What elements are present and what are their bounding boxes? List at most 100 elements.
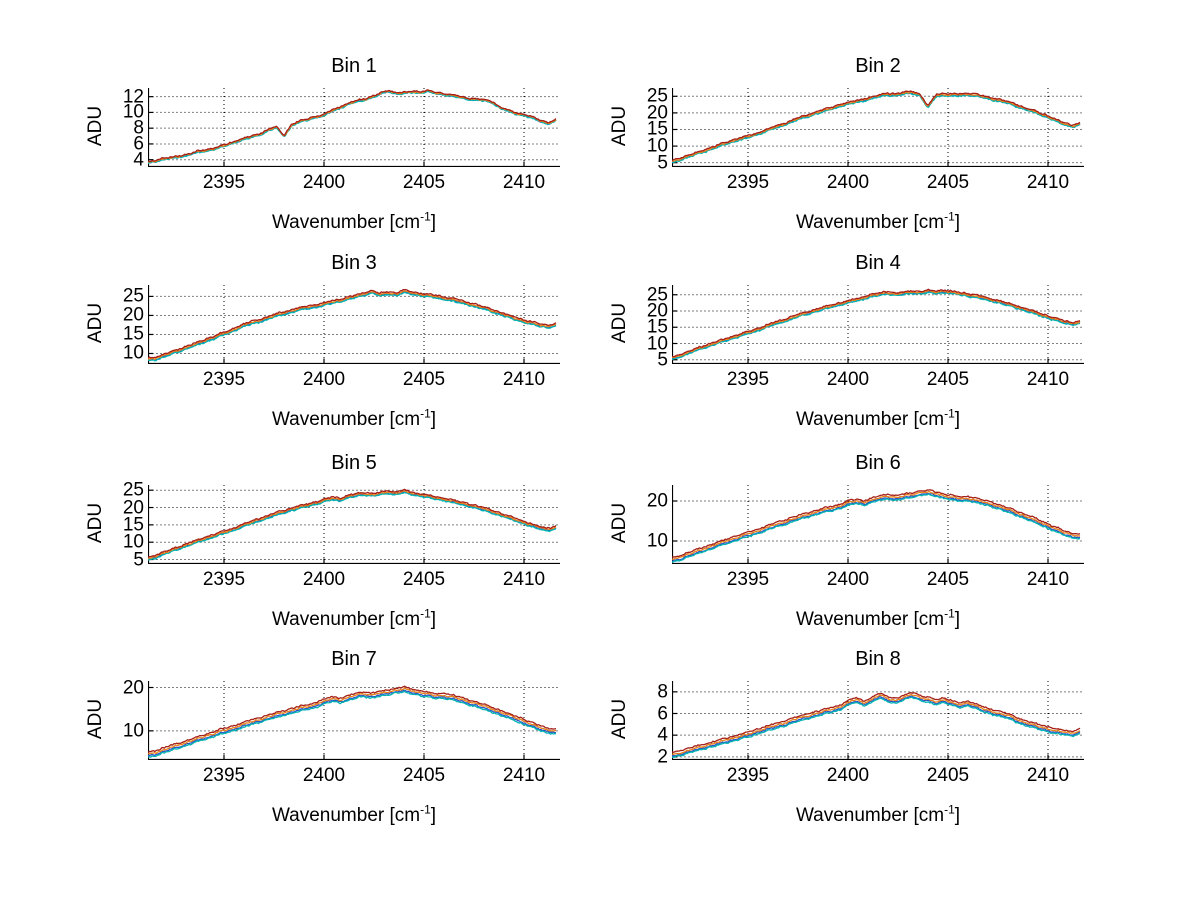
x-tick-label: 2410 <box>1026 369 1070 390</box>
x-axis-label-exponent: -1 <box>944 209 955 224</box>
plot-area <box>672 485 1084 564</box>
data-series-line <box>672 492 1081 562</box>
x-tick-label: 2400 <box>826 765 870 786</box>
x-tick-label: 2400 <box>826 172 870 193</box>
chart-panel: Bin 8 ADU 2 4 6 8 2395 2400 2405 2410 Wavenumber [… <box>600 648 1124 839</box>
panel-title: Bin 6 <box>855 452 901 474</box>
plot-canvas <box>672 285 1084 364</box>
plot-canvas <box>672 681 1084 760</box>
data-series-line <box>672 489 1081 558</box>
data-series-line <box>672 693 1081 755</box>
y-tick-label: 20 <box>646 490 668 512</box>
y-tick-labels: 5 10 15 20 25 <box>624 85 668 172</box>
data-series-line <box>672 92 1081 164</box>
y-tick-labels: 10 20 <box>100 677 144 759</box>
plot-area <box>672 681 1084 760</box>
x-axis-label-text: Wavenumber [cm <box>795 409 945 430</box>
data-series-line <box>148 685 557 754</box>
data-series-line <box>148 488 557 558</box>
x-axis-label: Wavenumber [cm-1] <box>672 804 1084 827</box>
data-series-line <box>672 493 1081 564</box>
plot-canvas <box>148 285 560 364</box>
data-series-line <box>148 687 557 755</box>
x-tick-label: 2395 <box>726 765 770 786</box>
y-tick-label: 5 <box>657 152 668 174</box>
y-tick-labels: 4 6 8 10 12 <box>100 86 144 171</box>
y-tick-label: 10 <box>122 342 144 364</box>
panel-title: Bin 2 <box>855 55 901 77</box>
x-tick-label: 2405 <box>402 569 446 590</box>
plot-canvas <box>148 88 560 167</box>
data-series-line <box>148 690 557 758</box>
x-tick-label: 2395 <box>202 569 246 590</box>
data-series-line <box>672 288 1081 358</box>
panel-title: Bin 3 <box>331 252 377 274</box>
plot-area <box>672 88 1084 167</box>
x-axis-label-bracket: ] <box>430 805 437 826</box>
x-tick-label: 2400 <box>826 569 870 590</box>
x-axis-label-exponent: -1 <box>420 209 431 224</box>
x-axis-label-text: Wavenumber [cm <box>271 609 421 630</box>
x-axis-label-exponent: -1 <box>944 406 955 421</box>
x-tick-label: 2395 <box>202 172 246 193</box>
y-tick-label: 6 <box>133 133 144 155</box>
x-axis-label-text: Wavenumber [cm <box>271 212 421 233</box>
x-axis-label-exponent: -1 <box>420 406 431 421</box>
data-series-line <box>672 92 1081 163</box>
x-tick-label: 2395 <box>726 569 770 590</box>
chart-panel: Bin 3 ADU 10 15 20 25 2395 2400 2405 2410 Wavenumb… <box>85 252 600 443</box>
x-tick-label: 2410 <box>502 569 546 590</box>
data-series-line <box>672 696 1081 758</box>
panel-title: Bin 5 <box>331 452 377 474</box>
x-tick-label: 2405 <box>926 172 970 193</box>
plot-canvas <box>672 485 1084 564</box>
y-tick-label: 20 <box>646 300 668 322</box>
data-series-line <box>672 695 1081 757</box>
x-tick-label: 2400 <box>302 765 346 786</box>
y-tick-label: 4 <box>133 149 144 171</box>
plot-area <box>148 681 560 760</box>
x-tick-label: 2405 <box>402 369 446 390</box>
y-tick-label: 25 <box>122 285 144 307</box>
panel-title: Bin 7 <box>331 648 377 670</box>
y-tick-label: 10 <box>122 720 144 742</box>
axis-spines <box>672 285 1084 364</box>
x-axis-label-text: Wavenumber [cm <box>795 609 945 630</box>
x-axis-label: Wavenumber [cm-1] <box>148 406 560 431</box>
y-tick-label: 5 <box>657 349 668 371</box>
x-tick-label: 2410 <box>1026 172 1070 193</box>
y-tick-label: 10 <box>646 530 668 552</box>
chart-panel: Bin 5 ADU 5 10 15 20 25 2395 2400 2405 2410 Wavenum… <box>85 452 600 643</box>
y-tick-label: 6 <box>657 703 668 724</box>
y-tick-label: 20 <box>122 677 144 698</box>
axis-spines <box>672 88 1084 167</box>
plot-area <box>148 485 560 564</box>
x-tick-label: 2395 <box>202 765 246 786</box>
axis-spines <box>148 88 560 167</box>
x-axis-label: Wavenumber [cm-1] <box>148 804 560 827</box>
y-tick-label: 4 <box>657 724 668 746</box>
gridlines <box>148 681 560 759</box>
y-tick-label: 10 <box>122 101 144 123</box>
x-axis-label-exponent: -1 <box>944 606 955 621</box>
y-tick-label: 10 <box>646 333 668 354</box>
data-series-line <box>672 691 1081 753</box>
gridlines <box>148 485 560 563</box>
y-tick-label: 8 <box>133 117 144 139</box>
y-tick-label: 25 <box>646 85 668 107</box>
x-axis-label: Wavenumber [cm-1] <box>148 608 560 631</box>
y-tick-label: 12 <box>122 86 144 108</box>
x-axis-label-text: Wavenumber [cm <box>795 212 945 233</box>
y-tick-label: 25 <box>646 284 668 306</box>
axis-spines <box>148 681 560 760</box>
x-axis-label-bracket: ] <box>430 609 437 630</box>
panel-title: Bin 4 <box>855 252 901 274</box>
gridlines <box>672 285 1084 363</box>
x-tick-label: 2410 <box>502 369 546 390</box>
plot-canvas <box>672 88 1084 167</box>
x-axis-label: Wavenumber [cm-1] <box>672 406 1084 431</box>
x-tick-label: 2410 <box>502 172 546 193</box>
data-series-line <box>148 290 557 361</box>
